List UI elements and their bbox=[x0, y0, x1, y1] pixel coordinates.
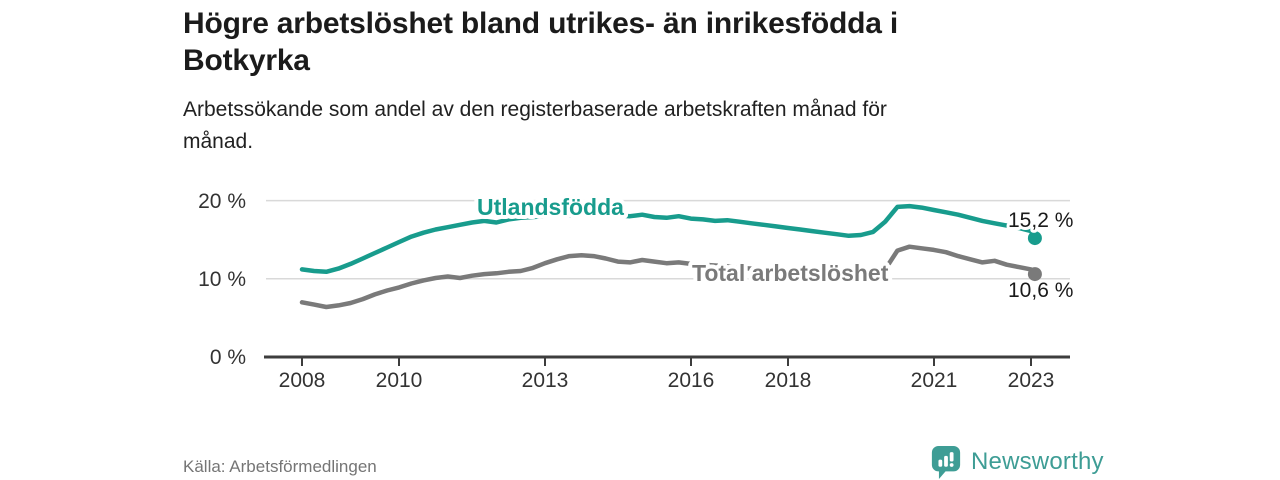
gridlines bbox=[266, 199, 1070, 280]
series-label-total-arbetsloshet: Total arbetslöshet bbox=[692, 260, 889, 286]
end-value-label-utlandsfodda: 15,2 % bbox=[1008, 209, 1073, 232]
y-axis-label-10: 10 % bbox=[198, 268, 246, 291]
x-axis-label-2010: 2010 bbox=[376, 369, 423, 392]
series-label-utlandsfodda: Utlandsfödda bbox=[477, 194, 624, 220]
page-title-line-2: Botkyrka bbox=[183, 44, 310, 77]
newsworthy-brand: Newsworthy bbox=[930, 445, 1104, 479]
page-subtitle-line-1: Arbetssökande som andel av den registerb… bbox=[183, 98, 887, 121]
page-subtitle: Arbetssökande som andel av den registerb… bbox=[183, 94, 887, 158]
series-line bbox=[299, 203, 1038, 275]
y-axis-label-0: 0 % bbox=[210, 346, 246, 369]
newsworthy-wordmark: Newsworthy bbox=[971, 448, 1104, 475]
x-axis-label-2016: 2016 bbox=[668, 369, 715, 392]
x-axis bbox=[264, 355, 1070, 366]
page-title-line-1: Högre arbetslöshet bland utrikes- än inr… bbox=[183, 7, 898, 40]
chart-series bbox=[299, 203, 1042, 310]
series-end-dot bbox=[1027, 231, 1042, 246]
y-axis-label-20: 20 % bbox=[198, 190, 246, 213]
x-axis-label-2013: 2013 bbox=[522, 369, 569, 392]
page-title: Högre arbetslöshet bland utrikes- än inr… bbox=[183, 5, 898, 79]
series-line bbox=[299, 244, 1038, 310]
x-axis-label-2021: 2021 bbox=[911, 369, 958, 392]
source-text: Källa: Arbetsförmedlingen bbox=[183, 457, 377, 476]
series-end-dot bbox=[1027, 267, 1042, 282]
x-axis-label-2008: 2008 bbox=[279, 369, 326, 392]
newsworthy-logo-icon bbox=[930, 445, 962, 479]
x-axis-label-2018: 2018 bbox=[765, 369, 812, 392]
end-value-label-total-arbetsloshet: 10,6 % bbox=[1008, 279, 1073, 302]
x-axis-label-2023: 2023 bbox=[1008, 369, 1055, 392]
page-subtitle-line-2: månad. bbox=[183, 130, 254, 153]
